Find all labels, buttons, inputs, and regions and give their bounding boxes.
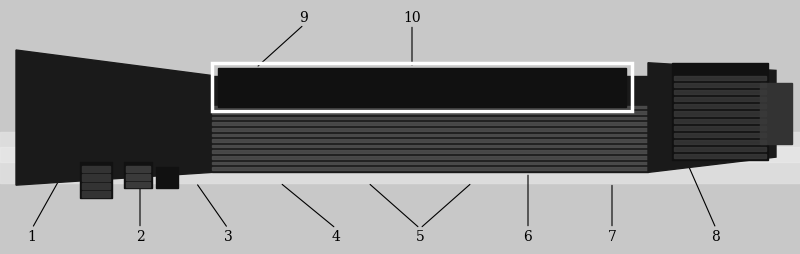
Bar	[126, 174, 150, 180]
Bar	[674, 133, 766, 137]
Bar	[212, 123, 648, 125]
Bar	[212, 156, 648, 159]
Bar	[674, 119, 766, 123]
Bar	[82, 166, 110, 172]
Text: 8: 8	[712, 229, 720, 243]
Text: 7: 7	[607, 229, 617, 243]
Bar	[212, 106, 648, 109]
Bar	[212, 162, 648, 165]
Bar	[82, 174, 110, 181]
Bar	[674, 112, 766, 116]
Bar	[672, 64, 768, 160]
Bar	[674, 76, 766, 81]
Bar	[674, 91, 766, 95]
Bar	[82, 183, 110, 189]
Bar	[212, 112, 648, 114]
Bar	[212, 145, 648, 148]
Polygon shape	[16, 51, 212, 185]
Bar	[80, 163, 112, 198]
Bar	[218, 69, 626, 108]
Bar	[212, 76, 648, 173]
Text: 4: 4	[331, 229, 341, 243]
Bar	[212, 129, 648, 131]
Bar	[82, 191, 110, 198]
Bar	[124, 163, 152, 188]
Bar	[674, 140, 766, 145]
Bar	[212, 64, 632, 112]
Bar	[212, 134, 648, 137]
Text: 6: 6	[524, 229, 532, 243]
Bar	[674, 155, 766, 159]
Text: 5: 5	[416, 229, 424, 243]
Bar	[0, 147, 800, 163]
Bar	[126, 182, 150, 187]
Bar	[212, 140, 648, 142]
Bar	[212, 168, 648, 170]
Bar	[212, 117, 648, 120]
Bar	[674, 84, 766, 88]
Bar	[674, 98, 766, 102]
Bar	[156, 168, 178, 188]
Polygon shape	[648, 64, 776, 173]
Bar	[126, 167, 150, 172]
Bar	[212, 151, 648, 153]
Text: 10: 10	[403, 11, 421, 25]
Bar	[0, 132, 800, 183]
Text: 2: 2	[136, 229, 144, 243]
Text: 3: 3	[224, 229, 232, 243]
Text: 1: 1	[27, 229, 37, 243]
Bar	[674, 105, 766, 109]
Text: 9: 9	[300, 11, 308, 25]
Bar	[674, 148, 766, 152]
Bar	[760, 84, 792, 145]
Bar	[674, 126, 766, 130]
